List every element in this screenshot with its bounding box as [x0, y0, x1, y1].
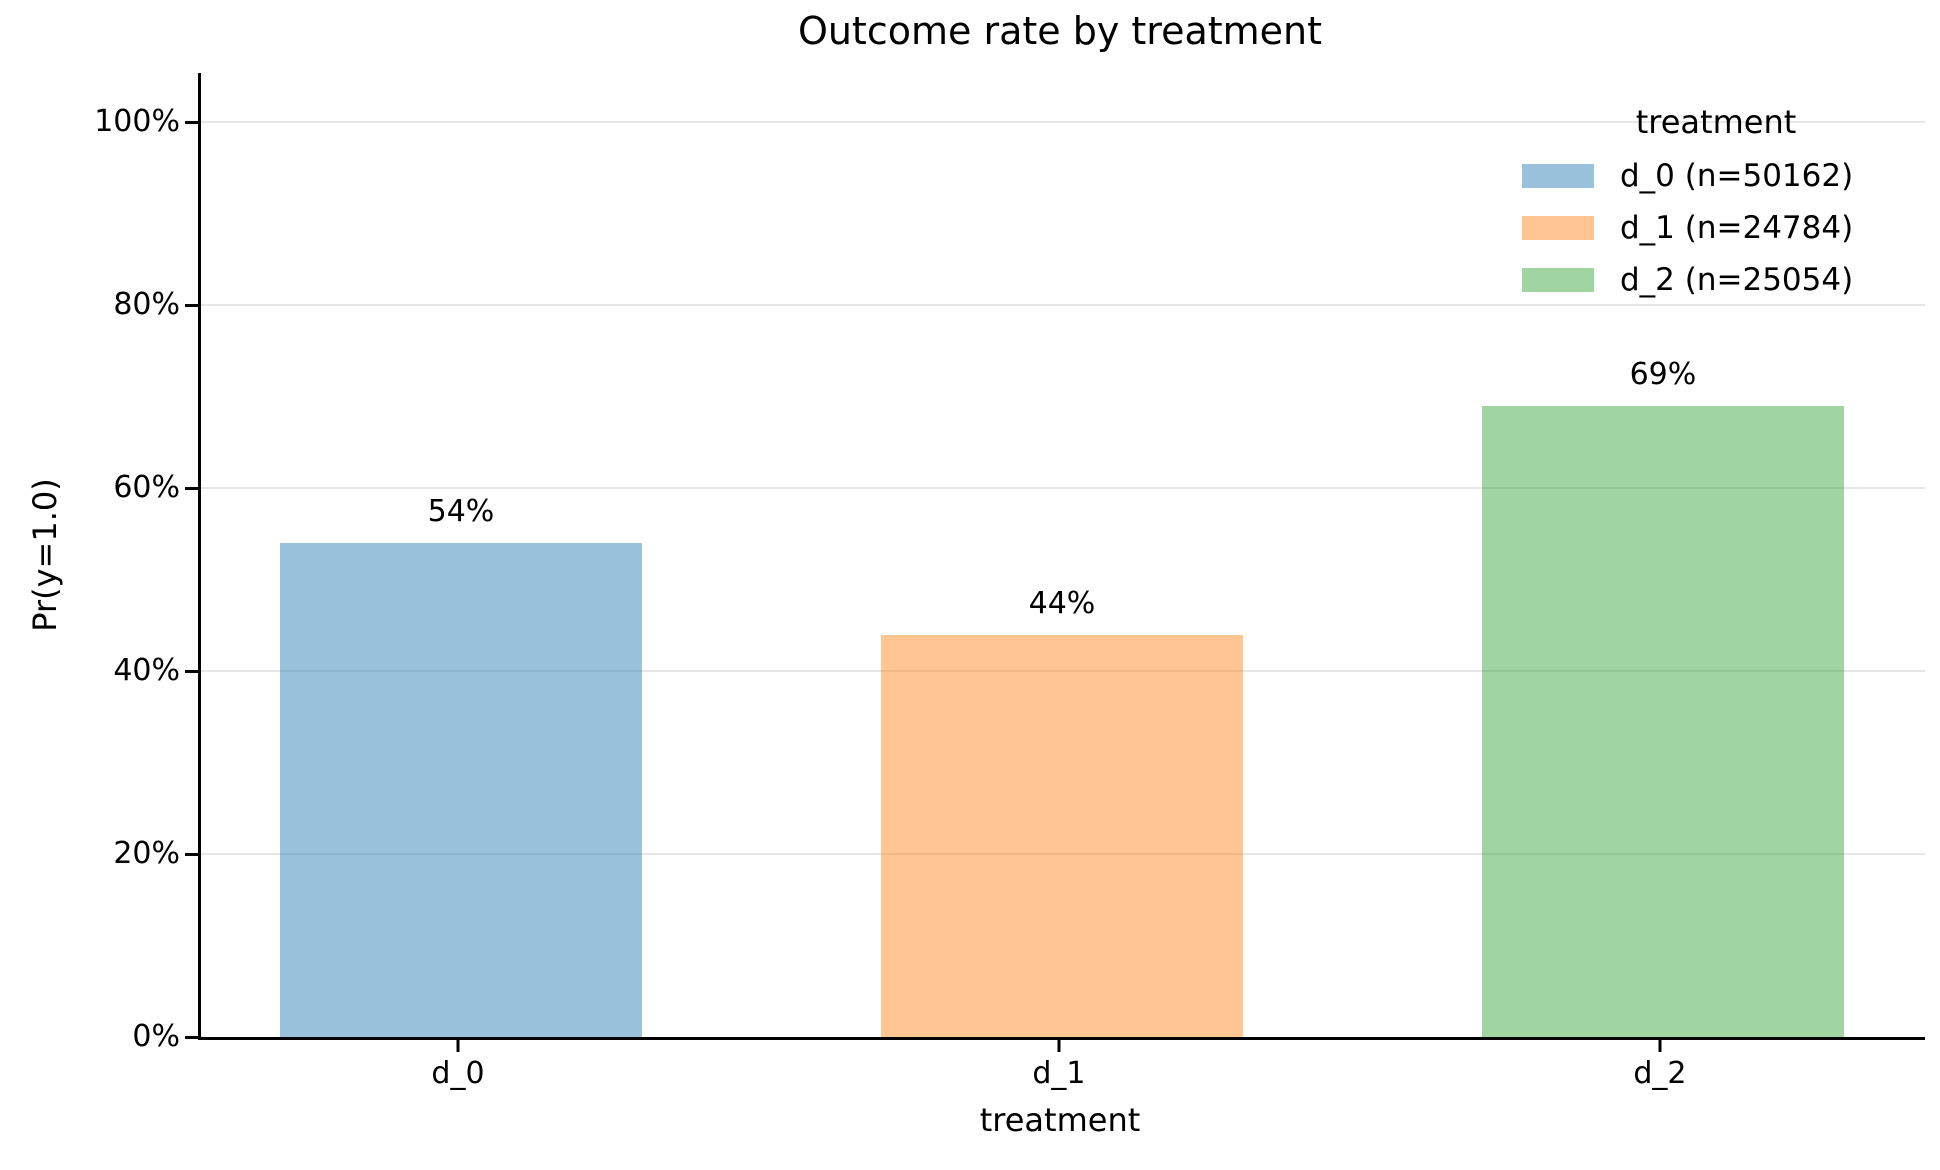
bar-value-label-d_2: 69%	[1629, 356, 1697, 392]
x-tick-label-d_1: d_1	[1032, 1056, 1086, 1091]
legend-entry-d_0: d_0 (n=50162)	[1500, 150, 1932, 202]
y-tick-mark-0	[185, 1035, 198, 1039]
y-tick-label-0: 0%	[132, 1019, 180, 1054]
gridline-20	[201, 853, 1925, 856]
plot-area: 54% 44% 69%	[198, 73, 1925, 1040]
x-tick-label-d_2: d_2	[1633, 1056, 1687, 1091]
legend-label-d_0: d_0 (n=50162)	[1620, 158, 1854, 194]
gridline-80	[201, 304, 1925, 307]
x-tick-mark-d_2	[1658, 1040, 1662, 1052]
x-axis-label: treatment	[979, 1101, 1141, 1139]
y-tick-label-40: 40%	[113, 653, 180, 689]
y-tick-mark-100	[185, 120, 198, 124]
legend-label-d_1: d_1 (n=24784)	[1620, 210, 1854, 246]
legend-swatch-d_2	[1522, 268, 1594, 292]
y-tick-label-60: 60%	[113, 470, 180, 506]
y-tick-label-80: 80%	[113, 287, 180, 323]
bar-d_2	[1481, 405, 1844, 1037]
legend-entry-d_1: d_1 (n=24784)	[1500, 202, 1932, 254]
x-tick-mark-d_1	[1057, 1040, 1061, 1052]
legend-label-d_2: d_2 (n=25054)	[1620, 262, 1854, 298]
y-tick-mark-80	[185, 303, 198, 307]
y-tick-label-20: 20%	[113, 836, 180, 872]
legend-entry-d_2: d_2 (n=25054)	[1500, 254, 1932, 306]
x-tick-mark-d_0	[456, 1040, 460, 1052]
legend-swatch-d_0	[1522, 164, 1594, 188]
legend: treatment d_0 (n=50162) d_1 (n=24784) d_2 …	[1500, 100, 1932, 306]
chart-title: Outcome rate by treatment	[797, 9, 1323, 53]
y-tick-label-100: 100%	[94, 104, 180, 140]
bar-d_0	[279, 543, 642, 1037]
legend-entries: d_0 (n=50162) d_1 (n=24784) d_2 (n=25054)	[1500, 150, 1932, 306]
y-tick-mark-60	[185, 486, 198, 490]
y-tick-mark-20	[185, 852, 198, 856]
bar-value-label-d_1: 44%	[1028, 585, 1096, 621]
gridline-60	[201, 487, 1925, 490]
x-tick-label-d_0: d_0	[431, 1056, 485, 1091]
y-tick-mark-40	[185, 669, 198, 673]
gridline-40	[201, 670, 1925, 673]
legend-swatch-d_1	[1522, 216, 1594, 240]
legend-title: treatment	[1635, 103, 1797, 141]
bar-value-label-d_0: 54%	[427, 494, 495, 530]
bar-d_1	[880, 634, 1243, 1037]
gridline-100	[201, 121, 1925, 124]
